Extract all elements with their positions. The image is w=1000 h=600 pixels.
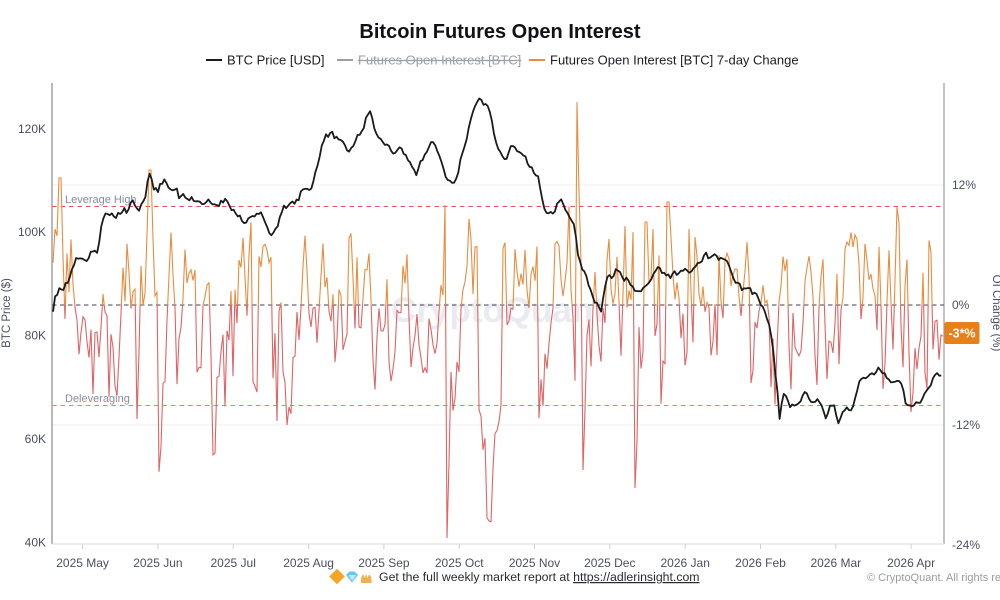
svg-text:2025 May: 2025 May <box>56 556 109 570</box>
svg-text:0%: 0% <box>952 298 970 312</box>
svg-text:Bitcoin Futures Open Interest: Bitcoin Futures Open Interest <box>359 21 640 43</box>
svg-text:2025 Sep: 2025 Sep <box>358 556 410 570</box>
svg-text:CryptoQuant: CryptoQuant <box>391 291 605 330</box>
svg-text:120K: 120K <box>18 122 46 136</box>
svg-text:2025 Dec: 2025 Dec <box>584 556 635 570</box>
svg-text:2025 Jun: 2025 Jun <box>133 556 182 570</box>
svg-text:100K: 100K <box>18 225 46 239</box>
svg-text:BTC Price ($): BTC Price ($) <box>1 278 13 348</box>
svg-text:© CryptoQuant. All rights rese: © CryptoQuant. All rights reserved <box>867 572 1000 584</box>
svg-text:2025 Oct: 2025 Oct <box>435 556 484 570</box>
svg-text:2025 Jul: 2025 Jul <box>211 556 256 570</box>
svg-text:Leverage High: Leverage High <box>65 194 137 206</box>
svg-text:12%: 12% <box>952 178 976 192</box>
svg-text:OI Change (%): OI Change (%) <box>990 275 1000 352</box>
svg-text:Deleveraging: Deleveraging <box>65 393 130 405</box>
svg-text:2026 Feb: 2026 Feb <box>735 556 786 570</box>
svg-text:60K: 60K <box>25 432 46 446</box>
svg-text:-24%: -24% <box>952 538 980 552</box>
svg-text:Futures Open Interest [BTC]: Futures Open Interest [BTC] <box>358 53 521 68</box>
svg-text:2025 Nov: 2025 Nov <box>509 556 560 570</box>
svg-text:40K: 40K <box>25 535 46 549</box>
svg-text:-3*%: -3*% <box>948 327 975 341</box>
svg-text:Futures Open Interest [BTC] 7-: Futures Open Interest [BTC] 7-day Change <box>550 53 799 68</box>
svg-text:Get the full weekly market rep: Get the full weekly market report at htt… <box>379 570 700 584</box>
svg-text:2026 Apr: 2026 Apr <box>887 556 935 570</box>
svg-text:2025 Aug: 2025 Aug <box>283 556 334 570</box>
svg-text:80K: 80K <box>25 329 46 343</box>
svg-text:-12%: -12% <box>952 418 980 432</box>
svg-text:2026 Jan: 2026 Jan <box>661 556 710 570</box>
svg-text:BTC Price [USD]: BTC Price [USD] <box>227 53 325 68</box>
svg-text:2026 Mar: 2026 Mar <box>810 556 861 570</box>
